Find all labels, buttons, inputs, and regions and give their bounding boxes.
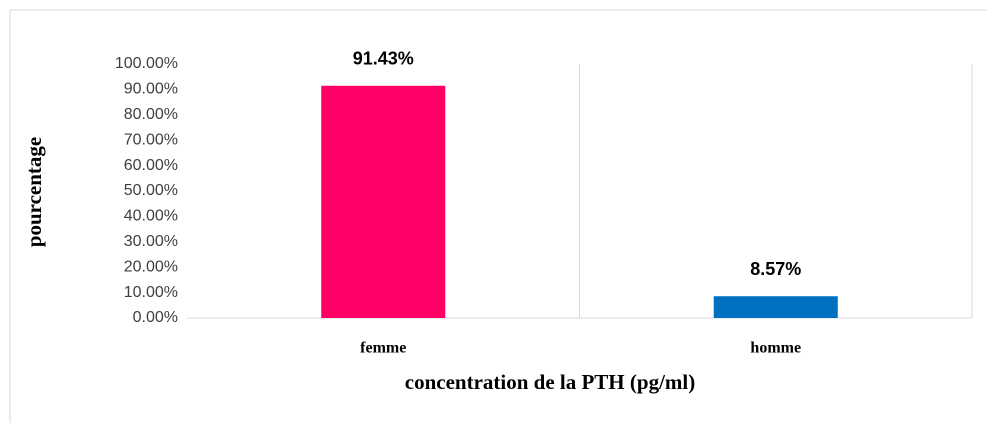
- bar: [321, 85, 446, 319]
- y-tick-label: 30.00%: [124, 233, 178, 250]
- y-tick-label: 70.00%: [124, 131, 178, 148]
- y-tick-label: 40.00%: [124, 208, 178, 225]
- y-axis-title: pourcentage: [22, 137, 46, 247]
- y-tick-label: 0.00%: [133, 309, 178, 326]
- y-tick-label: 20.00%: [124, 258, 178, 275]
- x-tick-label: homme: [750, 340, 801, 357]
- y-tick-label: 100.00%: [115, 55, 178, 72]
- data-label: 8.57%: [750, 259, 801, 279]
- x-tick-label: femme: [360, 340, 406, 357]
- y-tick-label: 90.00%: [124, 81, 178, 98]
- x-axis-title: concentration de la PTH (pg/ml): [405, 370, 695, 394]
- y-tick-label: 60.00%: [124, 157, 178, 174]
- y-tick-label: 80.00%: [124, 106, 178, 123]
- bar: [713, 296, 838, 318]
- y-tick-label: 10.00%: [124, 284, 178, 301]
- data-label: 91.43%: [353, 49, 414, 69]
- y-tick-label: 50.00%: [124, 182, 178, 199]
